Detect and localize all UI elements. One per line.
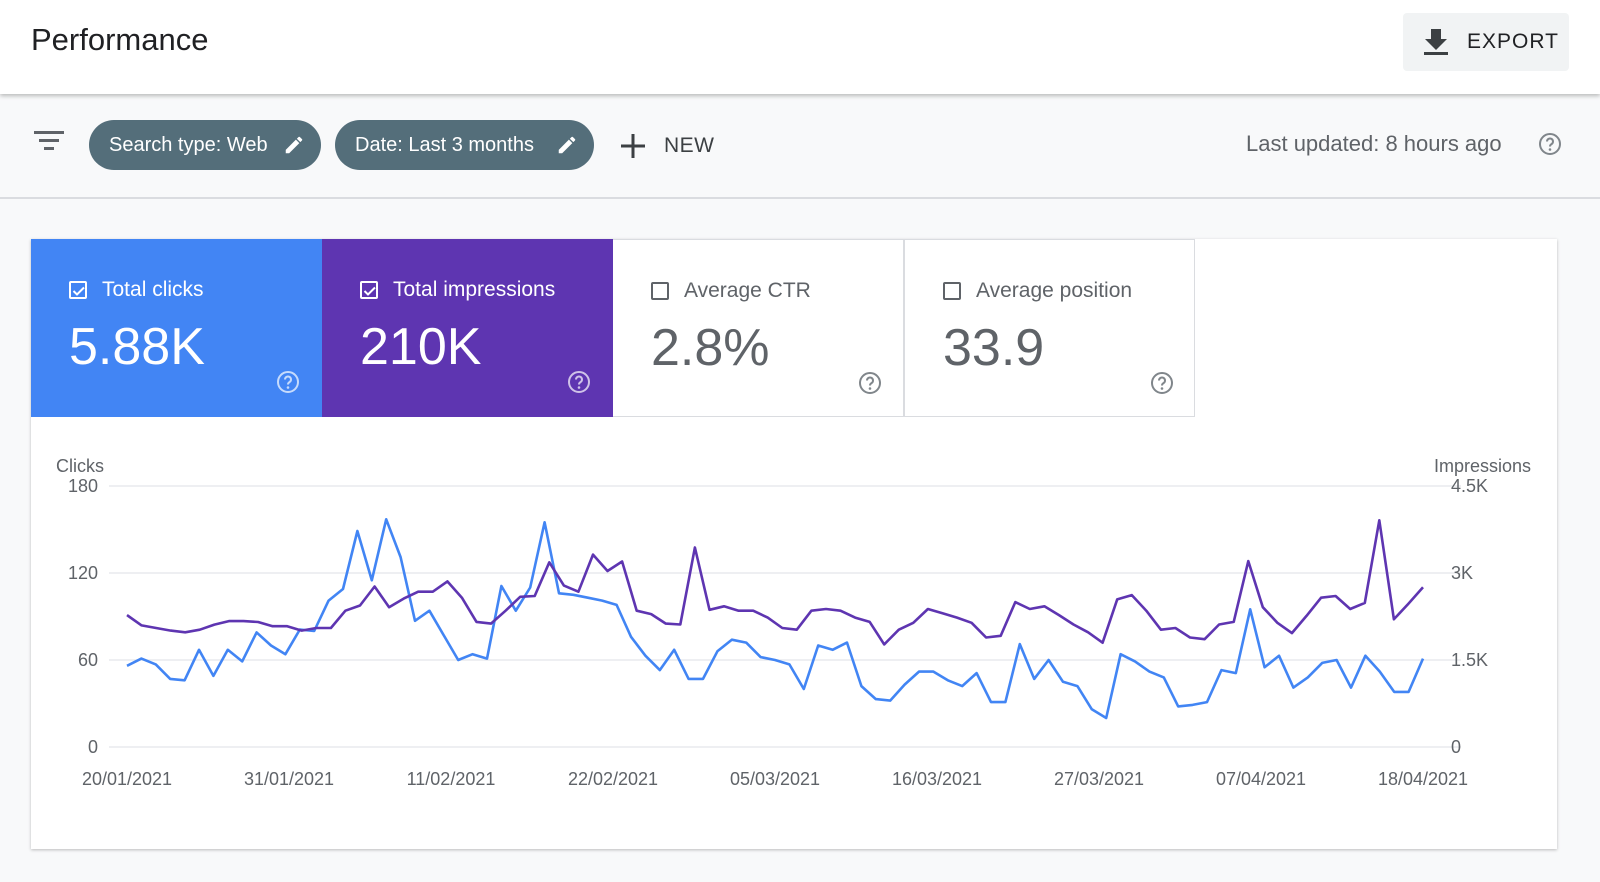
download-icon: [1424, 29, 1448, 55]
series-lines: [126, 518, 1425, 720]
help-icon[interactable]: [858, 371, 882, 395]
left-tick-label: 180: [68, 476, 98, 496]
chip-label: Date: Last 3 months: [355, 133, 534, 156]
last-updated-text: Last updated: 8 hours ago: [1246, 131, 1502, 156]
right-tick-label: 3K: [1451, 563, 1473, 583]
metric-label: Total impressions: [393, 278, 556, 301]
metric-label: Average position: [976, 279, 1133, 302]
right-tick-label: 4.5K: [1451, 476, 1488, 496]
new-filter-button[interactable]: NEW: [620, 128, 715, 164]
gridlines: [109, 485, 1461, 748]
left-axis-ticks: 180 120 60 0: [68, 476, 98, 757]
x-tick-label: 22/02/2021: [568, 769, 658, 789]
x-tick-label: 27/03/2021: [1054, 769, 1144, 789]
new-label: NEW: [664, 134, 715, 157]
metric-average-ctr[interactable]: Average CTR 2.8%: [613, 239, 904, 417]
checkbox-unchecked-icon[interactable]: [651, 282, 669, 300]
checkbox-checked-icon[interactable]: [69, 281, 87, 299]
right-tick-label: 1.5K: [1451, 650, 1488, 670]
checkbox-checked-icon[interactable]: [360, 281, 378, 299]
date-range-chip[interactable]: Date: Last 3 months: [335, 120, 594, 170]
help-icon[interactable]: [1538, 132, 1562, 156]
x-tick-label: 31/01/2021: [244, 769, 334, 789]
help-icon[interactable]: [276, 370, 300, 394]
edit-pencil-icon[interactable]: [283, 134, 305, 156]
metric-value: 5.88K: [69, 318, 205, 376]
metric-average-position[interactable]: Average position 33.9: [904, 239, 1195, 417]
metric-label: Average CTR: [684, 279, 811, 302]
metric-value: 33.9: [943, 319, 1045, 377]
plus-icon: [621, 134, 645, 158]
metric-label: Total clicks: [102, 278, 204, 301]
search-type-chip[interactable]: Search type: Web: [89, 120, 321, 170]
series-line-impressions: [126, 519, 1424, 646]
left-tick-label: 60: [78, 650, 98, 670]
x-axis-ticks: 20/01/2021 31/01/2021 11/02/2021 22/02/2021…: [82, 769, 1468, 789]
checkbox-unchecked-icon[interactable]: [943, 282, 961, 300]
performance-line-chart[interactable]: Clicks Impressions 180 120 60 0 4.5K 3K 1.5K 0…: [31, 417, 1557, 849]
chip-label: Search type: Web: [109, 133, 268, 156]
metric-total-clicks[interactable]: Total clicks 5.88K: [31, 239, 322, 417]
x-tick-label: 05/03/2021: [730, 769, 820, 789]
x-tick-label: 20/01/2021: [82, 769, 172, 789]
filter-bar: Search type: Web Date: Last 3 months: [0, 94, 1600, 199]
performance-card: Total clicks 5.88K Total impressions 210…: [31, 239, 1557, 849]
edit-pencil-icon[interactable]: [556, 134, 578, 156]
filter-icon[interactable]: [34, 130, 64, 152]
header: Performance EXPORT: [0, 0, 1600, 94]
x-tick-label: 18/04/2021: [1378, 769, 1468, 789]
help-icon[interactable]: [1150, 371, 1174, 395]
right-axis-label: Impressions: [1434, 456, 1531, 476]
x-tick-label: 07/04/2021: [1216, 769, 1306, 789]
left-axis-label: Clicks: [56, 456, 104, 476]
x-tick-label: 11/02/2021: [407, 769, 496, 789]
series-line-clicks: [126, 518, 1425, 720]
metric-value: 2.8%: [651, 319, 770, 377]
help-icon[interactable]: [567, 370, 591, 394]
export-label: EXPORT: [1467, 30, 1559, 53]
left-tick-label: 120: [68, 563, 98, 583]
page-title: Performance: [31, 22, 209, 57]
x-tick-label: 16/03/2021: [892, 769, 982, 789]
export-button[interactable]: EXPORT: [1403, 13, 1569, 71]
left-tick-label: 0: [88, 737, 98, 757]
right-tick-label: 0: [1451, 737, 1461, 757]
right-axis-ticks: 4.5K 3K 1.5K 0: [1451, 476, 1488, 757]
metric-value: 210K: [360, 318, 482, 376]
metric-total-impressions[interactable]: Total impressions 210K: [322, 239, 613, 417]
